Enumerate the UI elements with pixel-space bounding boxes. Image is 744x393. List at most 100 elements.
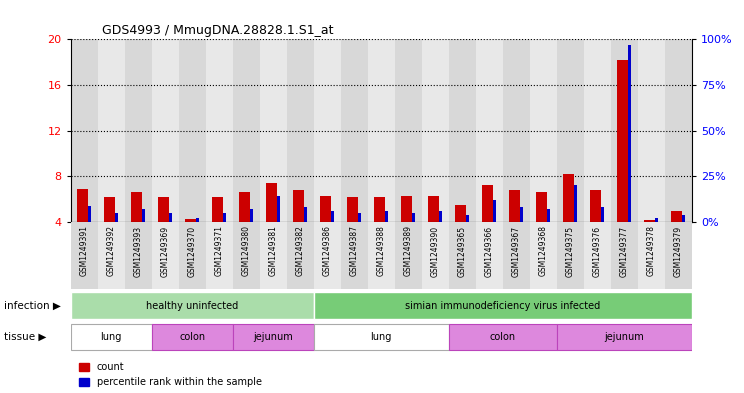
- Text: GSM1249379: GSM1249379: [674, 225, 683, 277]
- Bar: [601, 208, 604, 222]
- Bar: [212, 197, 222, 222]
- Bar: [449, 39, 476, 222]
- Text: GSM1249386: GSM1249386: [323, 225, 332, 276]
- Bar: [422, 222, 449, 289]
- Text: GSM1249378: GSM1249378: [647, 225, 656, 276]
- Bar: [179, 39, 206, 222]
- Bar: [422, 39, 449, 222]
- Bar: [158, 197, 169, 222]
- Bar: [439, 211, 443, 222]
- Bar: [466, 215, 469, 222]
- Text: GSM1249381: GSM1249381: [269, 225, 278, 276]
- Bar: [125, 222, 152, 289]
- Bar: [71, 292, 314, 319]
- Text: GSM1249370: GSM1249370: [187, 225, 196, 277]
- Bar: [655, 219, 658, 222]
- Bar: [509, 190, 520, 222]
- Bar: [304, 208, 307, 222]
- Text: GSM1249375: GSM1249375: [566, 225, 575, 277]
- Bar: [530, 222, 557, 289]
- Text: lung: lung: [371, 332, 392, 342]
- Bar: [638, 222, 665, 289]
- Bar: [233, 222, 260, 289]
- Bar: [206, 39, 233, 222]
- Text: infection ▶: infection ▶: [4, 301, 60, 310]
- Bar: [341, 222, 368, 289]
- Bar: [223, 213, 226, 222]
- Text: GSM1249391: GSM1249391: [80, 225, 89, 276]
- Text: GDS4993 / MmugDNA.28828.1.S1_at: GDS4993 / MmugDNA.28828.1.S1_at: [102, 24, 333, 37]
- Bar: [682, 215, 685, 222]
- Bar: [574, 185, 577, 222]
- Bar: [260, 222, 286, 289]
- Bar: [395, 222, 422, 289]
- Bar: [293, 190, 304, 222]
- Bar: [611, 39, 638, 222]
- Bar: [125, 39, 152, 222]
- Bar: [368, 222, 395, 289]
- Text: GSM1249365: GSM1249365: [458, 225, 466, 277]
- Bar: [233, 324, 314, 350]
- Bar: [401, 196, 411, 222]
- Bar: [239, 192, 250, 222]
- Bar: [97, 222, 125, 289]
- Text: GSM1249388: GSM1249388: [376, 225, 386, 276]
- Bar: [266, 183, 277, 222]
- Bar: [611, 222, 638, 289]
- Bar: [71, 324, 152, 350]
- Bar: [449, 222, 476, 289]
- Text: GSM1249377: GSM1249377: [620, 225, 629, 277]
- Bar: [152, 222, 179, 289]
- Legend: count, percentile rank within the sample: count, percentile rank within the sample: [76, 358, 266, 391]
- Text: simian immunodeficiency virus infected: simian immunodeficiency virus infected: [405, 301, 600, 310]
- Bar: [557, 324, 692, 350]
- Bar: [590, 190, 601, 222]
- Bar: [476, 222, 503, 289]
- Bar: [476, 39, 503, 222]
- Text: GSM1249368: GSM1249368: [539, 225, 548, 276]
- Bar: [347, 197, 358, 222]
- Bar: [557, 222, 584, 289]
- Bar: [314, 324, 449, 350]
- Bar: [493, 200, 496, 222]
- Bar: [395, 39, 422, 222]
- Bar: [142, 209, 145, 222]
- Text: GSM1249389: GSM1249389: [404, 225, 413, 276]
- Bar: [104, 197, 115, 222]
- Bar: [206, 222, 233, 289]
- Bar: [449, 324, 557, 350]
- Bar: [368, 39, 395, 222]
- Bar: [358, 213, 362, 222]
- Bar: [665, 39, 692, 222]
- Bar: [286, 39, 314, 222]
- Text: GSM1249382: GSM1249382: [296, 225, 305, 276]
- Text: GSM1249371: GSM1249371: [215, 225, 224, 276]
- Bar: [115, 213, 118, 222]
- Text: colon: colon: [490, 332, 516, 342]
- Text: GSM1249387: GSM1249387: [350, 225, 359, 276]
- Bar: [547, 209, 551, 222]
- Bar: [503, 39, 530, 222]
- Bar: [320, 196, 331, 222]
- Bar: [482, 185, 493, 222]
- Bar: [520, 208, 523, 222]
- Text: GSM1249392: GSM1249392: [106, 225, 116, 276]
- Bar: [374, 197, 385, 222]
- Text: GSM1249380: GSM1249380: [242, 225, 251, 276]
- Bar: [503, 222, 530, 289]
- Bar: [277, 196, 280, 222]
- Bar: [455, 205, 466, 222]
- Bar: [250, 209, 253, 222]
- Bar: [644, 220, 655, 222]
- Text: GSM1249393: GSM1249393: [134, 225, 143, 277]
- Bar: [665, 222, 692, 289]
- Bar: [97, 39, 125, 222]
- Bar: [196, 219, 199, 222]
- Bar: [185, 219, 196, 222]
- Bar: [584, 39, 611, 222]
- Bar: [152, 324, 233, 350]
- Bar: [385, 211, 388, 222]
- Bar: [314, 292, 692, 319]
- Bar: [77, 189, 88, 222]
- Bar: [638, 39, 665, 222]
